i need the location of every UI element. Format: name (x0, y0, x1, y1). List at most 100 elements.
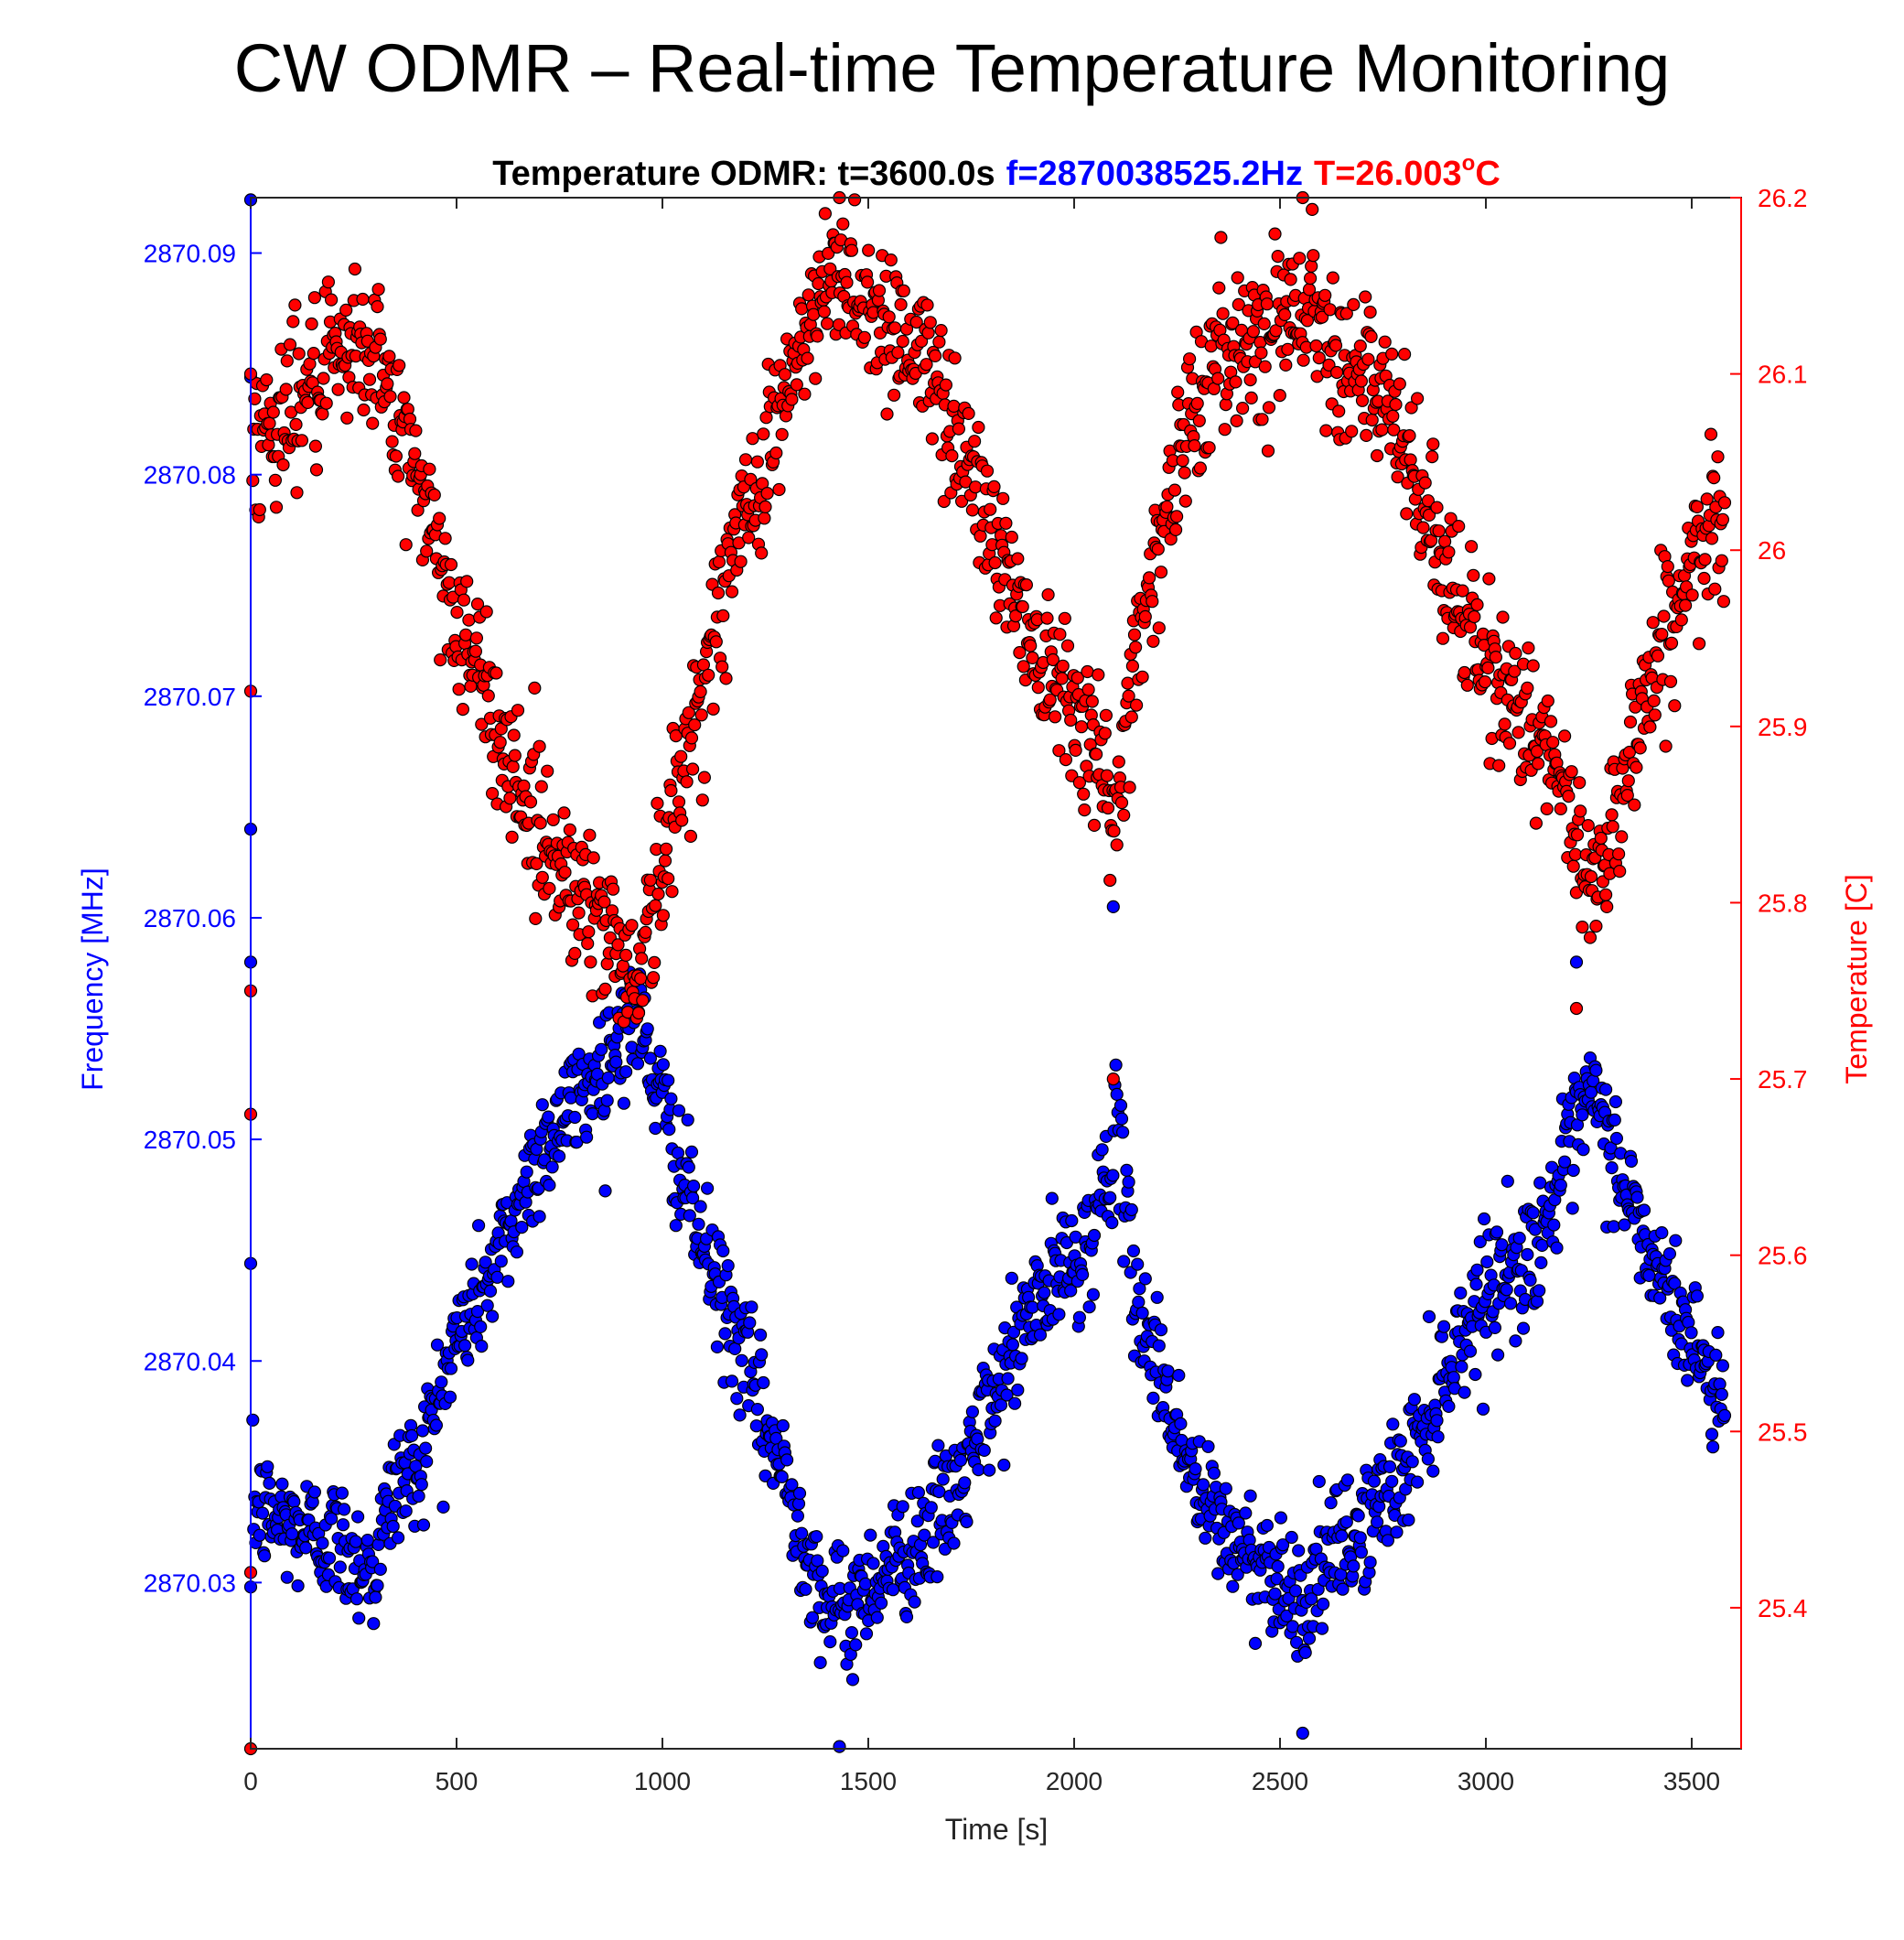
data-point (348, 262, 361, 276)
data-point (1000, 1388, 1014, 1402)
data-point (1260, 1518, 1275, 1533)
data-point (939, 378, 953, 392)
data-point (683, 1209, 696, 1223)
data-point (1069, 743, 1082, 758)
data-point (381, 377, 394, 391)
data-point (1138, 609, 1152, 624)
data-point (634, 972, 648, 986)
data-point (1016, 599, 1029, 614)
data-point (321, 275, 335, 289)
data-point (1306, 202, 1319, 216)
data-point (805, 1611, 820, 1624)
data-point (1700, 492, 1714, 506)
data-point (1407, 1393, 1422, 1406)
data-point (444, 1362, 458, 1375)
data-point (1456, 584, 1469, 598)
data-point (415, 1424, 429, 1438)
data-point (700, 1181, 715, 1195)
data-point (371, 300, 384, 314)
data-point (331, 383, 345, 396)
data-point (1613, 864, 1627, 878)
data-point (1172, 1368, 1186, 1383)
data-point (656, 1058, 671, 1072)
data-point (725, 585, 739, 598)
frequency-tick-label: 2870.05 (144, 1126, 236, 1154)
data-point (1692, 637, 1706, 651)
data-point (444, 557, 458, 572)
data-point (1447, 1371, 1460, 1385)
data-point (1319, 424, 1333, 437)
data-point (920, 298, 934, 312)
data-point (639, 925, 652, 940)
data-point (745, 1300, 758, 1314)
data-point (1426, 437, 1440, 451)
data-point (1105, 1215, 1119, 1230)
data-point (1354, 374, 1369, 388)
page-title: CW ODMR – Real-time Temperature Monitori… (233, 30, 1671, 106)
data-point (718, 1327, 732, 1341)
data-point (1103, 1191, 1117, 1204)
data-point (1489, 650, 1503, 664)
data-point (1569, 1001, 1584, 1016)
data-point (399, 1504, 413, 1518)
data-point (438, 532, 452, 545)
data-point (1685, 588, 1699, 602)
data-point (1289, 1635, 1304, 1649)
data-point (586, 851, 600, 865)
data-point (1528, 1223, 1543, 1236)
data-point (1087, 1228, 1102, 1243)
data-point (291, 1579, 305, 1593)
data-point (954, 494, 969, 508)
data-point (528, 681, 542, 695)
data-point (423, 462, 436, 476)
data-point (371, 1579, 384, 1592)
data-point (1473, 1234, 1487, 1249)
data-point (836, 1544, 850, 1557)
data-point (1370, 1515, 1384, 1529)
data-point (880, 407, 894, 421)
temperature-tick-label: 25.9 (1758, 713, 1808, 741)
data-point (1470, 598, 1484, 612)
data-point (1458, 665, 1471, 680)
data-point (1268, 1587, 1282, 1600)
data-point (920, 358, 933, 372)
data-point (1070, 671, 1084, 684)
frequency-series (243, 193, 1732, 1753)
frequency-tick-label: 2870.08 (144, 461, 236, 490)
data-point (798, 387, 812, 401)
data-point (791, 1509, 805, 1523)
data-point (686, 1179, 701, 1193)
data-point (503, 792, 517, 805)
data-point (1038, 1286, 1051, 1299)
data-point (1081, 664, 1094, 679)
data-point (709, 635, 723, 649)
data-point (725, 1374, 739, 1388)
data-point (1120, 1163, 1134, 1178)
data-point (1312, 1474, 1326, 1489)
data-point (435, 1375, 448, 1389)
data-point (1196, 1478, 1210, 1492)
data-point (568, 1110, 582, 1125)
data-point (305, 317, 318, 331)
data-point (665, 885, 679, 899)
data-point (1476, 1402, 1490, 1416)
data-point (1024, 639, 1038, 652)
data-point (1566, 1163, 1580, 1178)
data-point (1131, 1257, 1145, 1271)
data-point (586, 1106, 599, 1121)
data-point (1292, 1544, 1306, 1557)
data-point (1207, 1466, 1221, 1481)
data-point (1421, 494, 1436, 508)
data-point (753, 1328, 768, 1342)
data-point (399, 538, 413, 552)
data-point (535, 1098, 549, 1112)
data-point (1533, 1284, 1546, 1298)
data-point (520, 1165, 533, 1179)
data-point (1442, 1399, 1456, 1414)
data-point (541, 764, 554, 778)
data-point (1307, 249, 1320, 263)
data-point (1285, 1620, 1299, 1633)
data-point (1065, 1213, 1079, 1228)
data-point (936, 1472, 950, 1486)
temperature-tick-label: 26.1 (1758, 361, 1808, 389)
